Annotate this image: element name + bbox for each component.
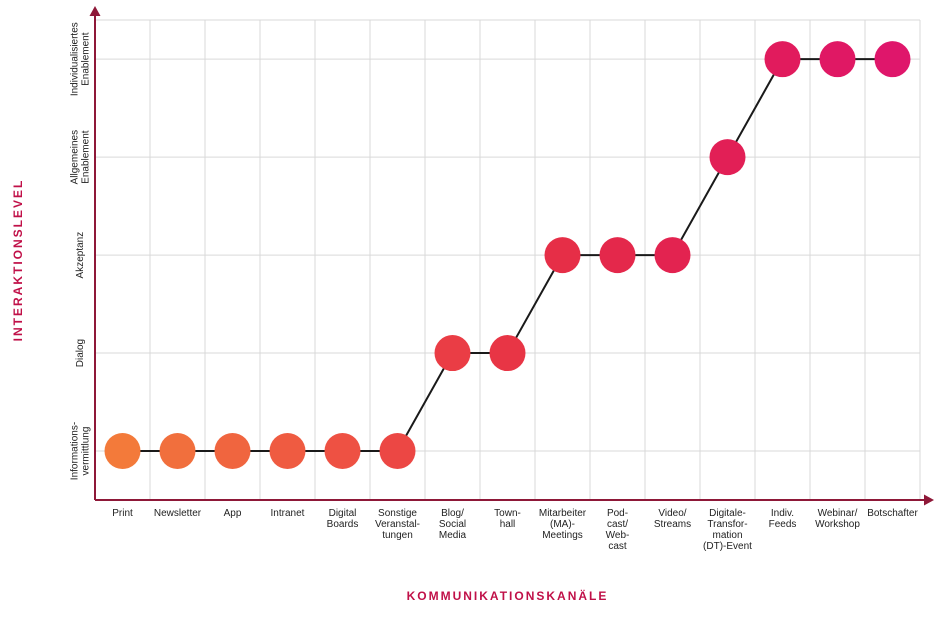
y-tick-info: Informations-vermittlung	[70, 422, 92, 480]
x-tick-intranet: Intranet	[271, 508, 305, 519]
x-axis-title: KOMMUNIKATIONSKANÄLE	[407, 588, 609, 603]
chart-bg	[0, 0, 940, 622]
y-axis-title: INTERAKTIONSLEVEL	[11, 179, 25, 342]
x-tick-app: App	[224, 508, 242, 519]
point-ma-meetings	[545, 237, 581, 273]
point-podcast	[600, 237, 636, 273]
svg-text:Akzeptanz: Akzeptanz	[75, 232, 86, 279]
point-intranet	[270, 433, 306, 469]
point-newsletter	[160, 433, 196, 469]
x-tick-feeds: Indiv.Feeds	[769, 508, 797, 530]
svg-text:Dialog: Dialog	[75, 339, 86, 367]
y-tick-indiv: IndividualisiertesEnablement	[70, 22, 92, 96]
y-tick-akzeptanz: Akzeptanz	[75, 232, 86, 279]
point-app	[215, 433, 251, 469]
x-tick-newsletter: Newsletter	[154, 508, 202, 519]
x-tick-video: Video/Streams	[654, 508, 691, 530]
x-tick-webinar: Webinar/Workshop	[815, 508, 860, 530]
x-tick-botschafter: Botschafter	[867, 508, 918, 519]
point-video	[655, 237, 691, 273]
svg-text:Informations-vermittlung: Informations-vermittlung	[70, 422, 92, 480]
chart-container: Informations-vermittlung Dialog Akzeptanz A…	[0, 0, 940, 622]
x-tick-digital-boards: DigitalBoards	[327, 508, 359, 530]
point-sonstige	[380, 433, 416, 469]
y-tick-dialog: Dialog	[75, 339, 86, 367]
x-tick-print: Print	[112, 508, 133, 519]
point-dt-event	[710, 139, 746, 175]
point-townhall	[490, 335, 526, 371]
point-botschafter	[875, 41, 911, 77]
x-tick-blog: Blog/SocialMedia	[439, 508, 467, 541]
point-blog	[435, 335, 471, 371]
point-webinar	[820, 41, 856, 77]
y-tick-allg: AllgemeinesEnablement	[70, 130, 92, 184]
point-print	[105, 433, 141, 469]
svg-text:AllgemeinesEnablement: AllgemeinesEnablement	[70, 130, 92, 184]
point-feeds	[765, 41, 801, 77]
point-digital-boards	[325, 433, 361, 469]
x-tick-podcast: Pod-cast/Web-cast	[606, 508, 630, 552]
svg-text:IndividualisiertesEnablement: IndividualisiertesEnablement	[70, 22, 92, 96]
chart-svg: Informations-vermittlung Dialog Akzeptanz A…	[0, 0, 940, 622]
